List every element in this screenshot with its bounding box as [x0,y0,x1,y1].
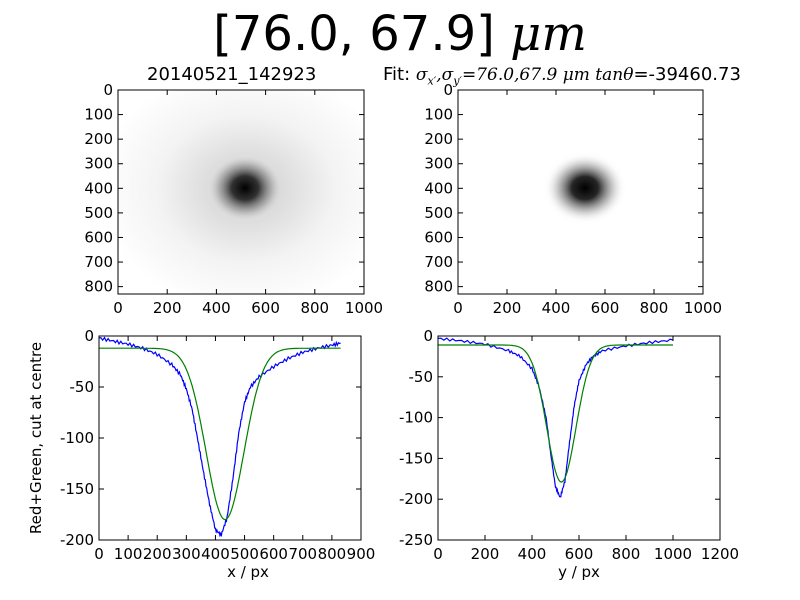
p3-fit-line [99,347,341,521]
panel2-title-tan-value: =-39460.73 [633,64,741,85]
p4-ytick-label: -150 [399,449,433,467]
panel1-ytick-label: 100 [84,106,113,124]
p4-ytick-label: -200 [399,490,433,508]
panel2-ytick-label: 500 [424,204,453,222]
panel2-title-values: =76.0,67.9 [461,65,558,85]
panel1-frame [117,89,365,295]
panel1-ytick-label: 600 [84,228,113,246]
panel3-plot: 0 100 200 300 400 500 600 700 800 900 0 -50 -100 -15… [27,327,375,581]
panel2-xtick-label: 400 [542,299,571,317]
panel2-xtick-label: 0 [453,299,463,317]
panel4-x-axis: 0 200 400 600 800 1000 1200 [433,336,739,563]
p3-xtick-label: 900 [347,545,376,563]
panel1-xtick-label: 800 [300,299,329,317]
panel1-y-axis: 0 100 200 300 400 500 600 700 800 [84,81,364,296]
panel2-ytick-label: 300 [424,155,453,173]
p3-ytick-label: -100 [60,429,94,447]
panel1-xtick-label: 600 [251,299,280,317]
p4-xtick-label: 1200 [701,545,739,563]
panel2-xtick-label: 800 [640,299,669,317]
panel2-beam-spot [541,150,629,226]
panel4-xlabel: y / px [558,563,600,581]
panel2-ytick-label: 600 [424,228,453,246]
panel1-ytick-label: 300 [84,155,113,173]
panel2-title: Fit: σx′,σy′=76.0,67.9 μm tanθ=-39460.73 [383,64,741,87]
p3-xtick-label: 800 [318,545,347,563]
panel1-image: 0 200 400 600 800 1000 0 100 200 300 400 500 600 700… [84,81,383,317]
p3-ytick-label: -200 [60,531,94,549]
panel2-ytick-label: 700 [424,253,453,271]
panel3-lines [98,336,341,538]
sigma-symbol: σx′,σy′ [415,65,462,88]
panel1-xtick-label: 0 [113,299,123,317]
p3-ytick-label: 0 [84,327,94,345]
p4-xtick-label: 1000 [654,545,692,563]
panel3-ylabel: Red+Green, cut at centre [27,342,45,534]
panel1-xtick-label: 400 [202,299,231,317]
panel2-title-prefix: Fit: [383,64,416,85]
p3-xtick-label: 700 [288,545,317,563]
panel1-title: 20140521_142923 [147,64,317,85]
tan-theta-symbol: tanθ [595,65,634,85]
panel3-y-axis: 0 -50 -100 -150 -200 [60,327,361,549]
panel3-x-axis: 0 100 200 300 400 500 600 700 800 900 [94,336,375,563]
panel2-ytick-label: 400 [424,179,453,197]
panel4-y-axis: 0 -50 -100 -150 -200 -250 [399,327,720,549]
panel4-lines [437,337,674,498]
p3-ytick-label: -50 [70,378,95,396]
panel2-xtick-label: 1000 [684,299,722,317]
p4-ytick-label: -250 [399,531,433,549]
p3-xtick-label: 300 [172,545,201,563]
panel2-xtick-label: 200 [493,299,522,317]
p3-xtick-label: 200 [143,545,172,563]
panel1-xtick-label: 1000 [345,299,383,317]
figure-title-unit: μm [510,6,587,62]
p3-xtick-label: 600 [259,545,288,563]
p3-xtick-label: 500 [230,545,259,563]
panel1-ytick-label: 500 [84,204,113,222]
p3-xtick-label: 0 [94,545,104,563]
panel1-ytick-label: 800 [84,278,113,296]
panel4-frame [437,335,721,541]
p4-xtick-label: 200 [471,545,500,563]
p4-ytick-label: -50 [409,368,434,386]
panel1-ytick-label: 700 [84,253,113,271]
p4-xtick-label: 400 [518,545,547,563]
panel2-frame [457,89,704,295]
p4-xtick-label: 800 [612,545,641,563]
panel1-ytick-label: 200 [84,130,113,148]
panel1-ytick-label: 0 [103,81,113,99]
panel2-ytick-label: 200 [424,130,453,148]
p4-xtick-label: 600 [565,545,594,563]
panel2-ytick-label: 800 [424,278,453,296]
figure-title-value: [76.0, 67.9] [213,6,495,62]
p3-xtick-label: 100 [114,545,143,563]
p4-data-line [437,337,674,498]
p4-ytick-label: -100 [399,409,433,427]
figure-title: [76.0, 67.9] μm [0,6,800,62]
panel3-xlabel: x / px [227,563,269,581]
panel1-beam-spot [207,154,283,222]
p4-fit-line [438,344,673,483]
panel1-x-axis: 0 200 400 600 800 1000 [113,90,383,317]
p3-xtick-label: 400 [201,545,230,563]
p3-ytick-label: -150 [60,480,94,498]
panel1-xtick-label: 200 [153,299,182,317]
panel2-y-axis: 0 100 200 300 400 500 600 700 800 [424,81,703,296]
panel2-x-axis: 0 200 400 600 800 1000 [453,90,722,317]
p4-xtick-label: 0 [433,545,443,563]
panel3-frame [98,335,362,541]
panel4-plot: 0 200 400 600 800 1000 1200 0 -50 -100 -150 -200 -2… [399,327,739,581]
panel2-ytick-label: 0 [443,81,453,99]
p3-data-line [98,336,341,538]
p4-ytick-label: 0 [423,327,433,345]
panel2-title-unit: μm [557,65,596,85]
panel2-ytick-label: 100 [424,106,453,124]
panel1-ytick-label: 400 [84,179,113,197]
panel2-image: 0 200 400 600 800 1000 0 100 200 300 400 500 600 700… [424,81,722,317]
panel2-xtick-label: 600 [591,299,620,317]
